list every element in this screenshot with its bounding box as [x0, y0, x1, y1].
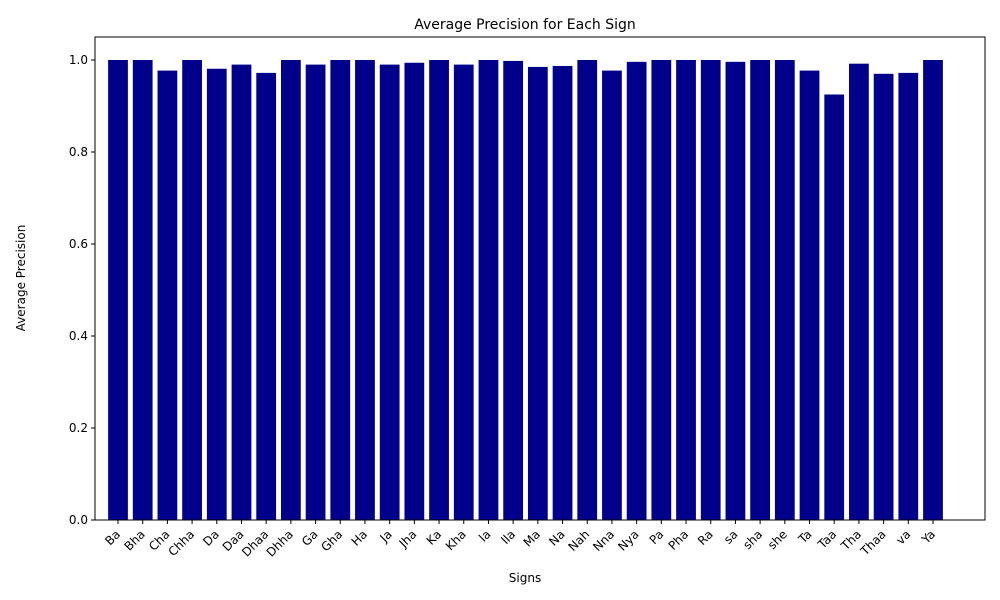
bar-Ha [355, 60, 375, 520]
bar-Thaa [873, 73, 894, 521]
bar-va [898, 72, 919, 520]
bar-Ga [305, 64, 326, 520]
bar-Dhaa [256, 72, 277, 520]
y-axis: 0.0 0.2 0.4 0.6 0.8 1.0 [69, 53, 95, 527]
y-tick-label: 0.6 [69, 237, 88, 251]
bar-Nah [577, 60, 598, 520]
plot-frame [94, 36, 986, 521]
y-tick-label: 0.2 [69, 421, 88, 435]
bar-Ya [923, 60, 943, 520]
bar-Ta [799, 70, 820, 520]
bar-Cha [157, 70, 178, 520]
bar-Gha [330, 60, 351, 520]
bar-Nna [602, 70, 622, 520]
bar-Ma [527, 66, 548, 521]
bar-Da [206, 68, 227, 521]
bar-Dhha [281, 60, 301, 520]
bar-Chha [182, 60, 202, 520]
y-axis-label: Average Precision [14, 225, 28, 332]
bar-Pha [676, 60, 696, 520]
bar-Taa [824, 94, 845, 520]
bar-Ka [429, 60, 449, 520]
x-axis-label: Signs [509, 571, 541, 585]
bars-group [108, 60, 943, 521]
bar-Ra [700, 60, 721, 520]
y-tick-label: 0.8 [69, 145, 88, 159]
bar-Bha [132, 60, 153, 520]
bar-sa [725, 61, 746, 521]
bar-Pa [651, 60, 672, 520]
y-tick-label: 1.0 [69, 53, 88, 67]
bar-Na [552, 65, 573, 520]
bar-Kha [453, 64, 474, 520]
bar-she [774, 60, 795, 520]
y-tick-label: 0.0 [69, 513, 88, 527]
bar-Daa [231, 64, 252, 520]
bar-la [478, 60, 499, 520]
bar-Nya [626, 61, 647, 521]
bar-Tha [849, 63, 869, 521]
bar-lla [503, 60, 524, 521]
bar-Ba [108, 60, 128, 520]
bar-Ja [379, 64, 400, 520]
y-tick-label: 0.4 [69, 329, 88, 343]
bar-Jha [404, 62, 425, 520]
bar-sha [750, 60, 770, 520]
chart-title: Average Precision for Each Sign [414, 17, 636, 33]
